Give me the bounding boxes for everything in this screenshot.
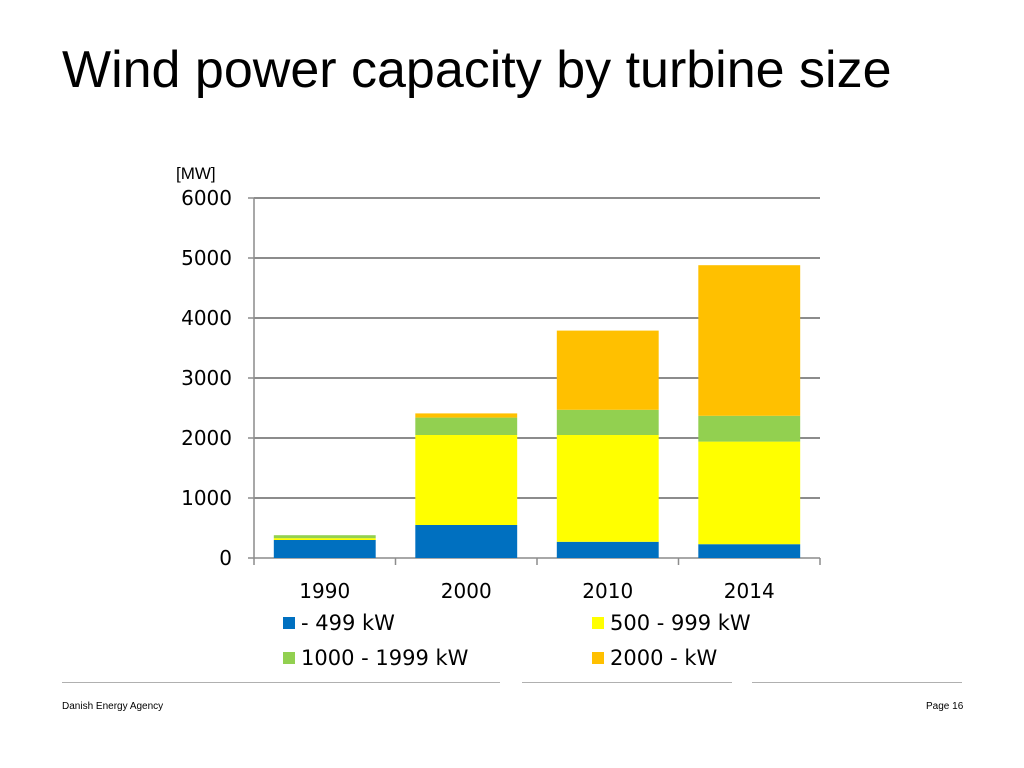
bar-2014-series-2 bbox=[698, 415, 801, 442]
footer-divider-middle bbox=[522, 682, 732, 683]
bar-2000-series-2 bbox=[415, 417, 518, 435]
bar-1990-series-2 bbox=[273, 535, 376, 539]
page-title: Wind power capacity by turbine size bbox=[62, 41, 892, 99]
bar-2014-series-1 bbox=[698, 441, 801, 545]
bar-2014-series-3 bbox=[698, 265, 801, 416]
bar-2014-series-0 bbox=[698, 544, 801, 558]
bar-2000-series-0 bbox=[415, 525, 518, 558]
y-tick-label-0: 0 bbox=[219, 546, 232, 570]
bar-2000-series-3 bbox=[415, 413, 518, 418]
footer-divider-left bbox=[62, 682, 500, 683]
y-tick-label-5000: 5000 bbox=[181, 246, 232, 270]
bar-2010-series-2 bbox=[556, 409, 659, 435]
y-tick-label-4000: 4000 bbox=[181, 306, 232, 330]
y-tick-label-1000: 1000 bbox=[181, 486, 232, 510]
x-tick-label-2000: 2000 bbox=[441, 579, 492, 603]
bar-2010-series-0 bbox=[556, 541, 659, 558]
footer-divider-right bbox=[752, 682, 962, 683]
x-tick-label-2010: 2010 bbox=[582, 579, 633, 603]
page-number: Page 16 bbox=[926, 701, 964, 712]
bar-1990-series-1 bbox=[273, 538, 376, 540]
bar-2010-series-1 bbox=[556, 435, 659, 542]
bar-2000-series-1 bbox=[415, 435, 518, 525]
footer-organization: Danish Energy Agency bbox=[62, 701, 164, 712]
y-tick-label-2000: 2000 bbox=[181, 426, 232, 450]
x-tick-label-2014: 2014 bbox=[724, 579, 775, 603]
y-axis-unit-label: [MW] bbox=[176, 164, 216, 183]
bar-2010-series-3 bbox=[556, 330, 659, 410]
y-tick-label-3000: 3000 bbox=[181, 366, 232, 390]
y-tick-label-6000: 6000 bbox=[181, 186, 232, 210]
bar-1990-series-0 bbox=[273, 540, 376, 558]
x-tick-label-1990: 1990 bbox=[299, 579, 350, 603]
